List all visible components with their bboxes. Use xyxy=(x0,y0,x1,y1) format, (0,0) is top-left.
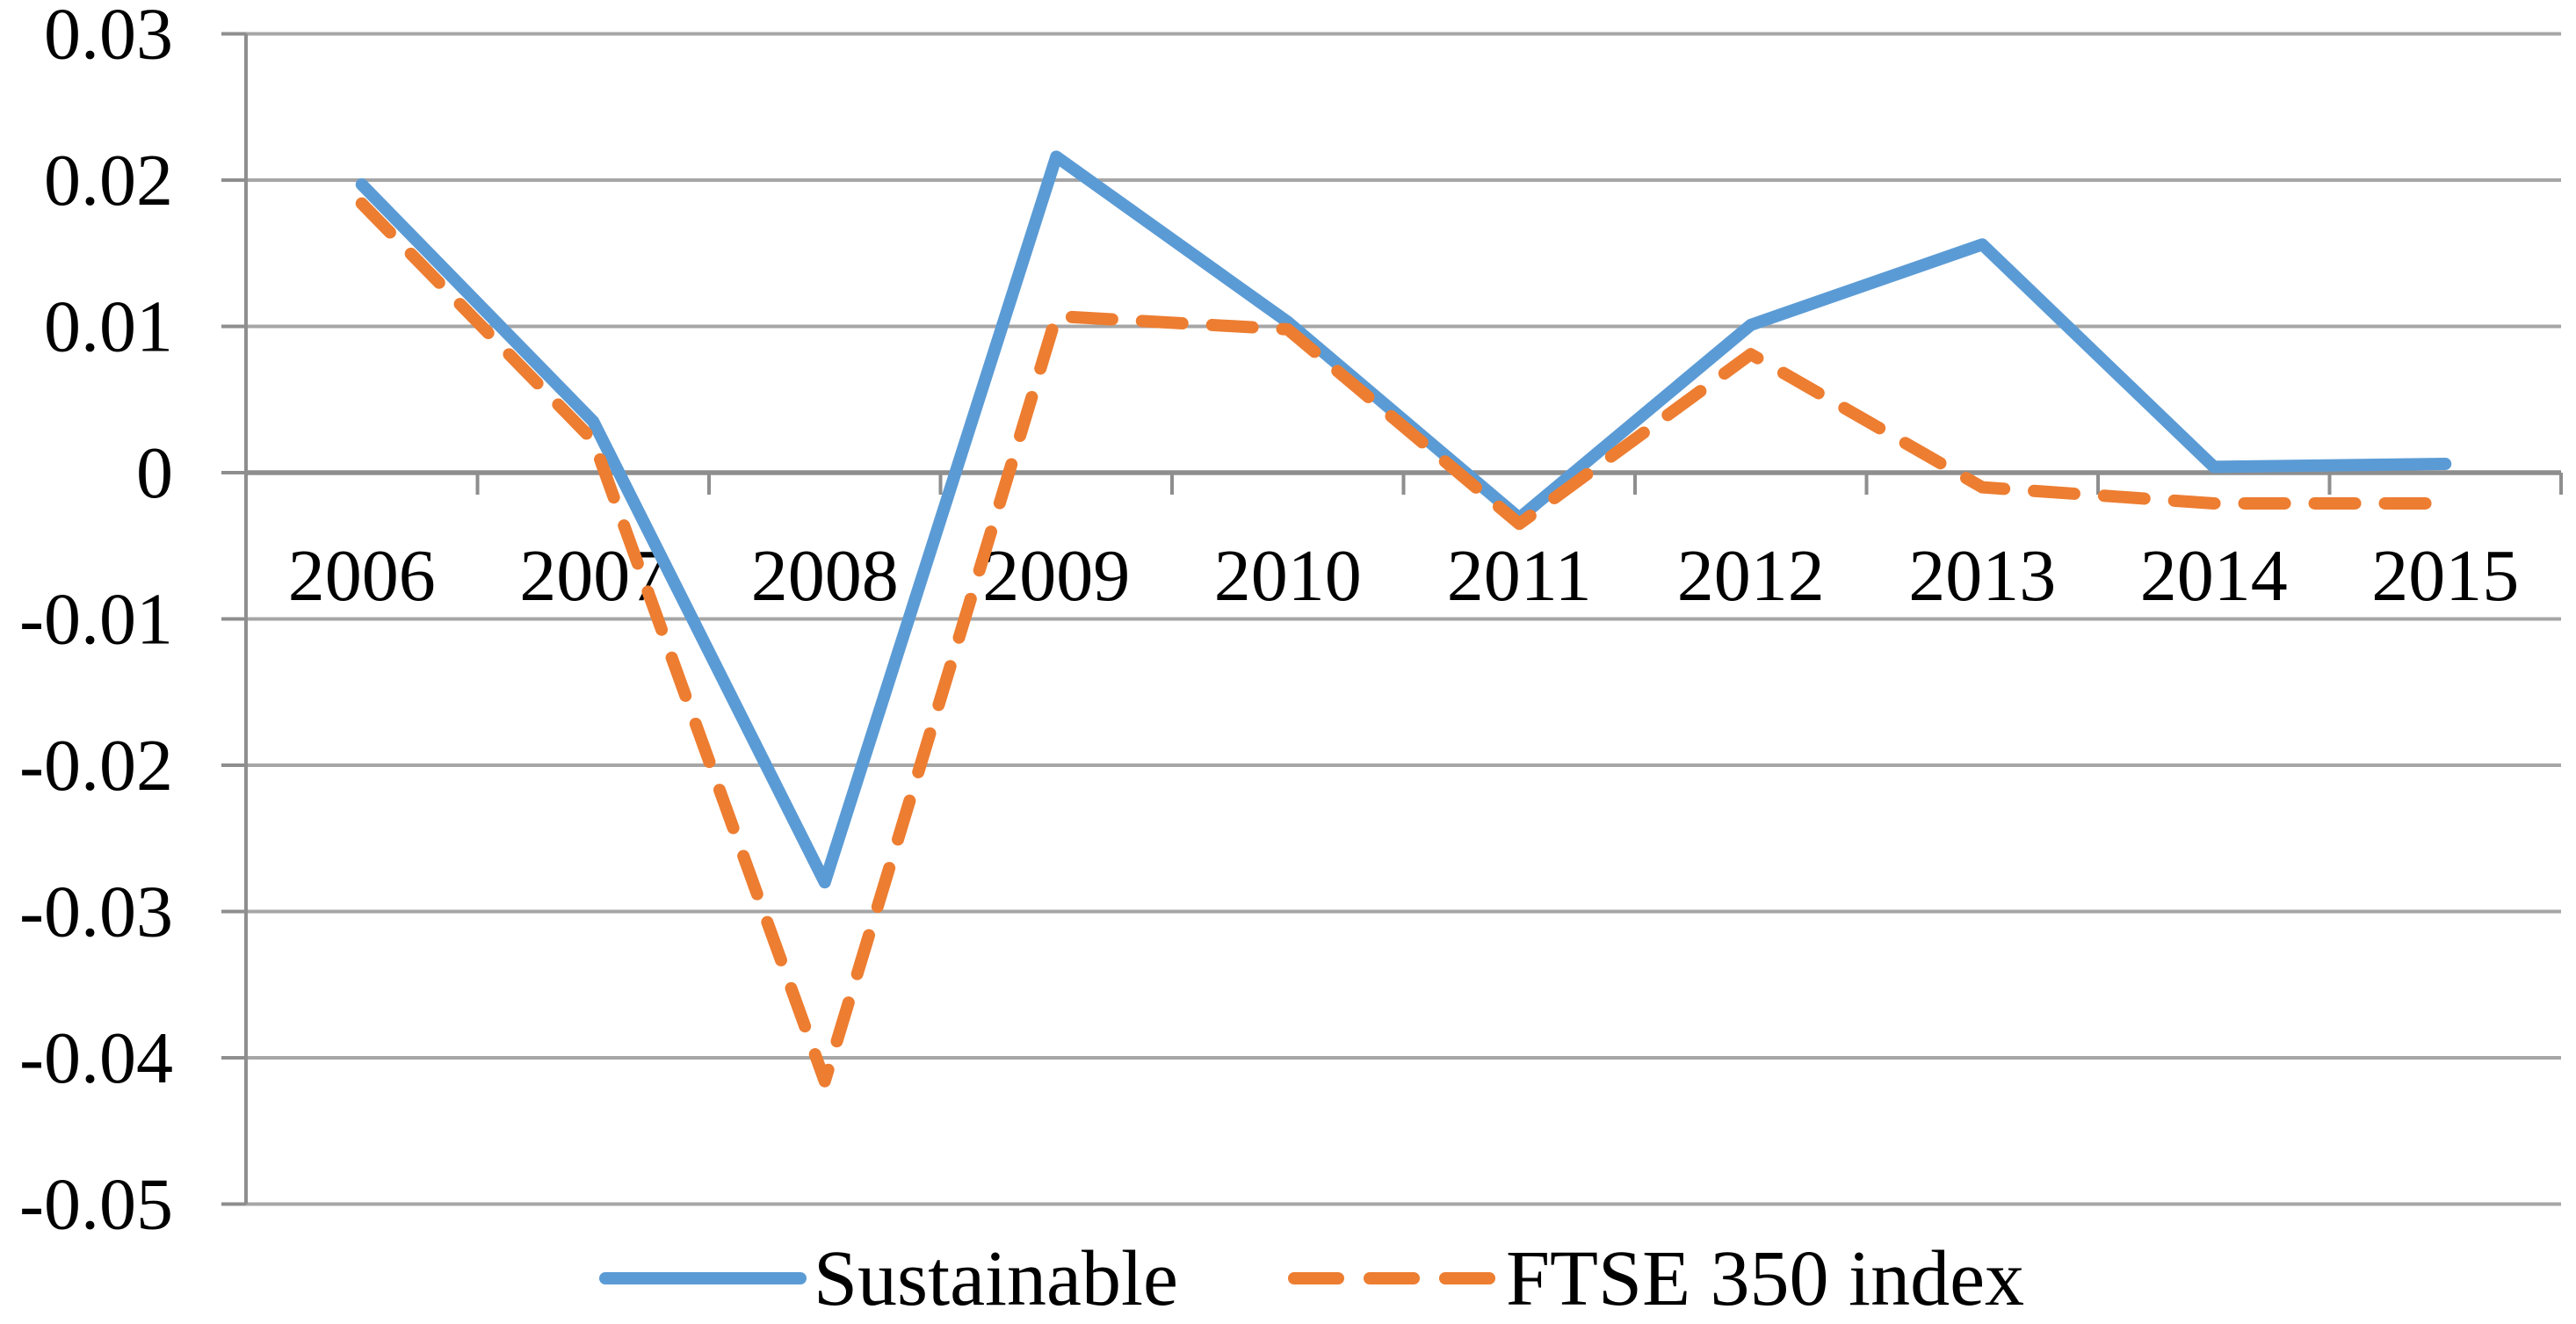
x-axis-tick-label: 2012 xyxy=(1677,535,1825,617)
ftse-350-series-line xyxy=(355,197,2452,1088)
y-axis-tick-label: -0.01 xyxy=(19,579,173,661)
legend: Sustainable FTSE 350 index xyxy=(599,1235,2024,1322)
y-axis-tick-label: -0.03 xyxy=(19,872,173,953)
x-axis-tick-label: 2015 xyxy=(2371,535,2519,617)
legend-label-ftse: FTSE 350 index xyxy=(1506,1235,2024,1322)
gridlines xyxy=(246,32,2561,1206)
x-axis: 2006 2007 2008 2009 2010 2011 2012 2013 2014 2015 xyxy=(288,473,2563,617)
y-axis-tick-label: -0.05 xyxy=(19,1164,173,1246)
legend-label-sustainable: Sustainable xyxy=(814,1235,1178,1322)
y-axis-tick-label: -0.02 xyxy=(19,725,173,807)
sustainable-series-line xyxy=(355,150,2452,889)
x-axis-tick-label: 2007 xyxy=(519,535,667,617)
y-axis-tick-label: 0.01 xyxy=(44,286,173,368)
x-axis-tick-label: 2010 xyxy=(1214,535,1362,617)
y-axis-tick-label: -0.04 xyxy=(19,1017,173,1099)
series-lines xyxy=(355,150,2452,1088)
x-axis-tick-label: 2013 xyxy=(1908,535,2056,617)
y-axis-tick-label: 0 xyxy=(136,432,173,514)
x-axis-tick-label: 2008 xyxy=(751,535,899,617)
y-axis: 0.03 0.02 0.01 0 -0.01 -0.02 -0.03 -0.04 -0.05 xyxy=(19,0,248,1246)
x-axis-tick-label: 2011 xyxy=(1447,535,1592,617)
x-axis-tick-label: 2014 xyxy=(2140,535,2288,617)
y-axis-tick-label: 0.02 xyxy=(44,140,173,221)
y-axis-tick-label: 0.03 xyxy=(44,0,173,76)
x-axis-tick-label: 2009 xyxy=(982,535,1130,617)
x-axis-tick-label: 2006 xyxy=(288,535,436,617)
